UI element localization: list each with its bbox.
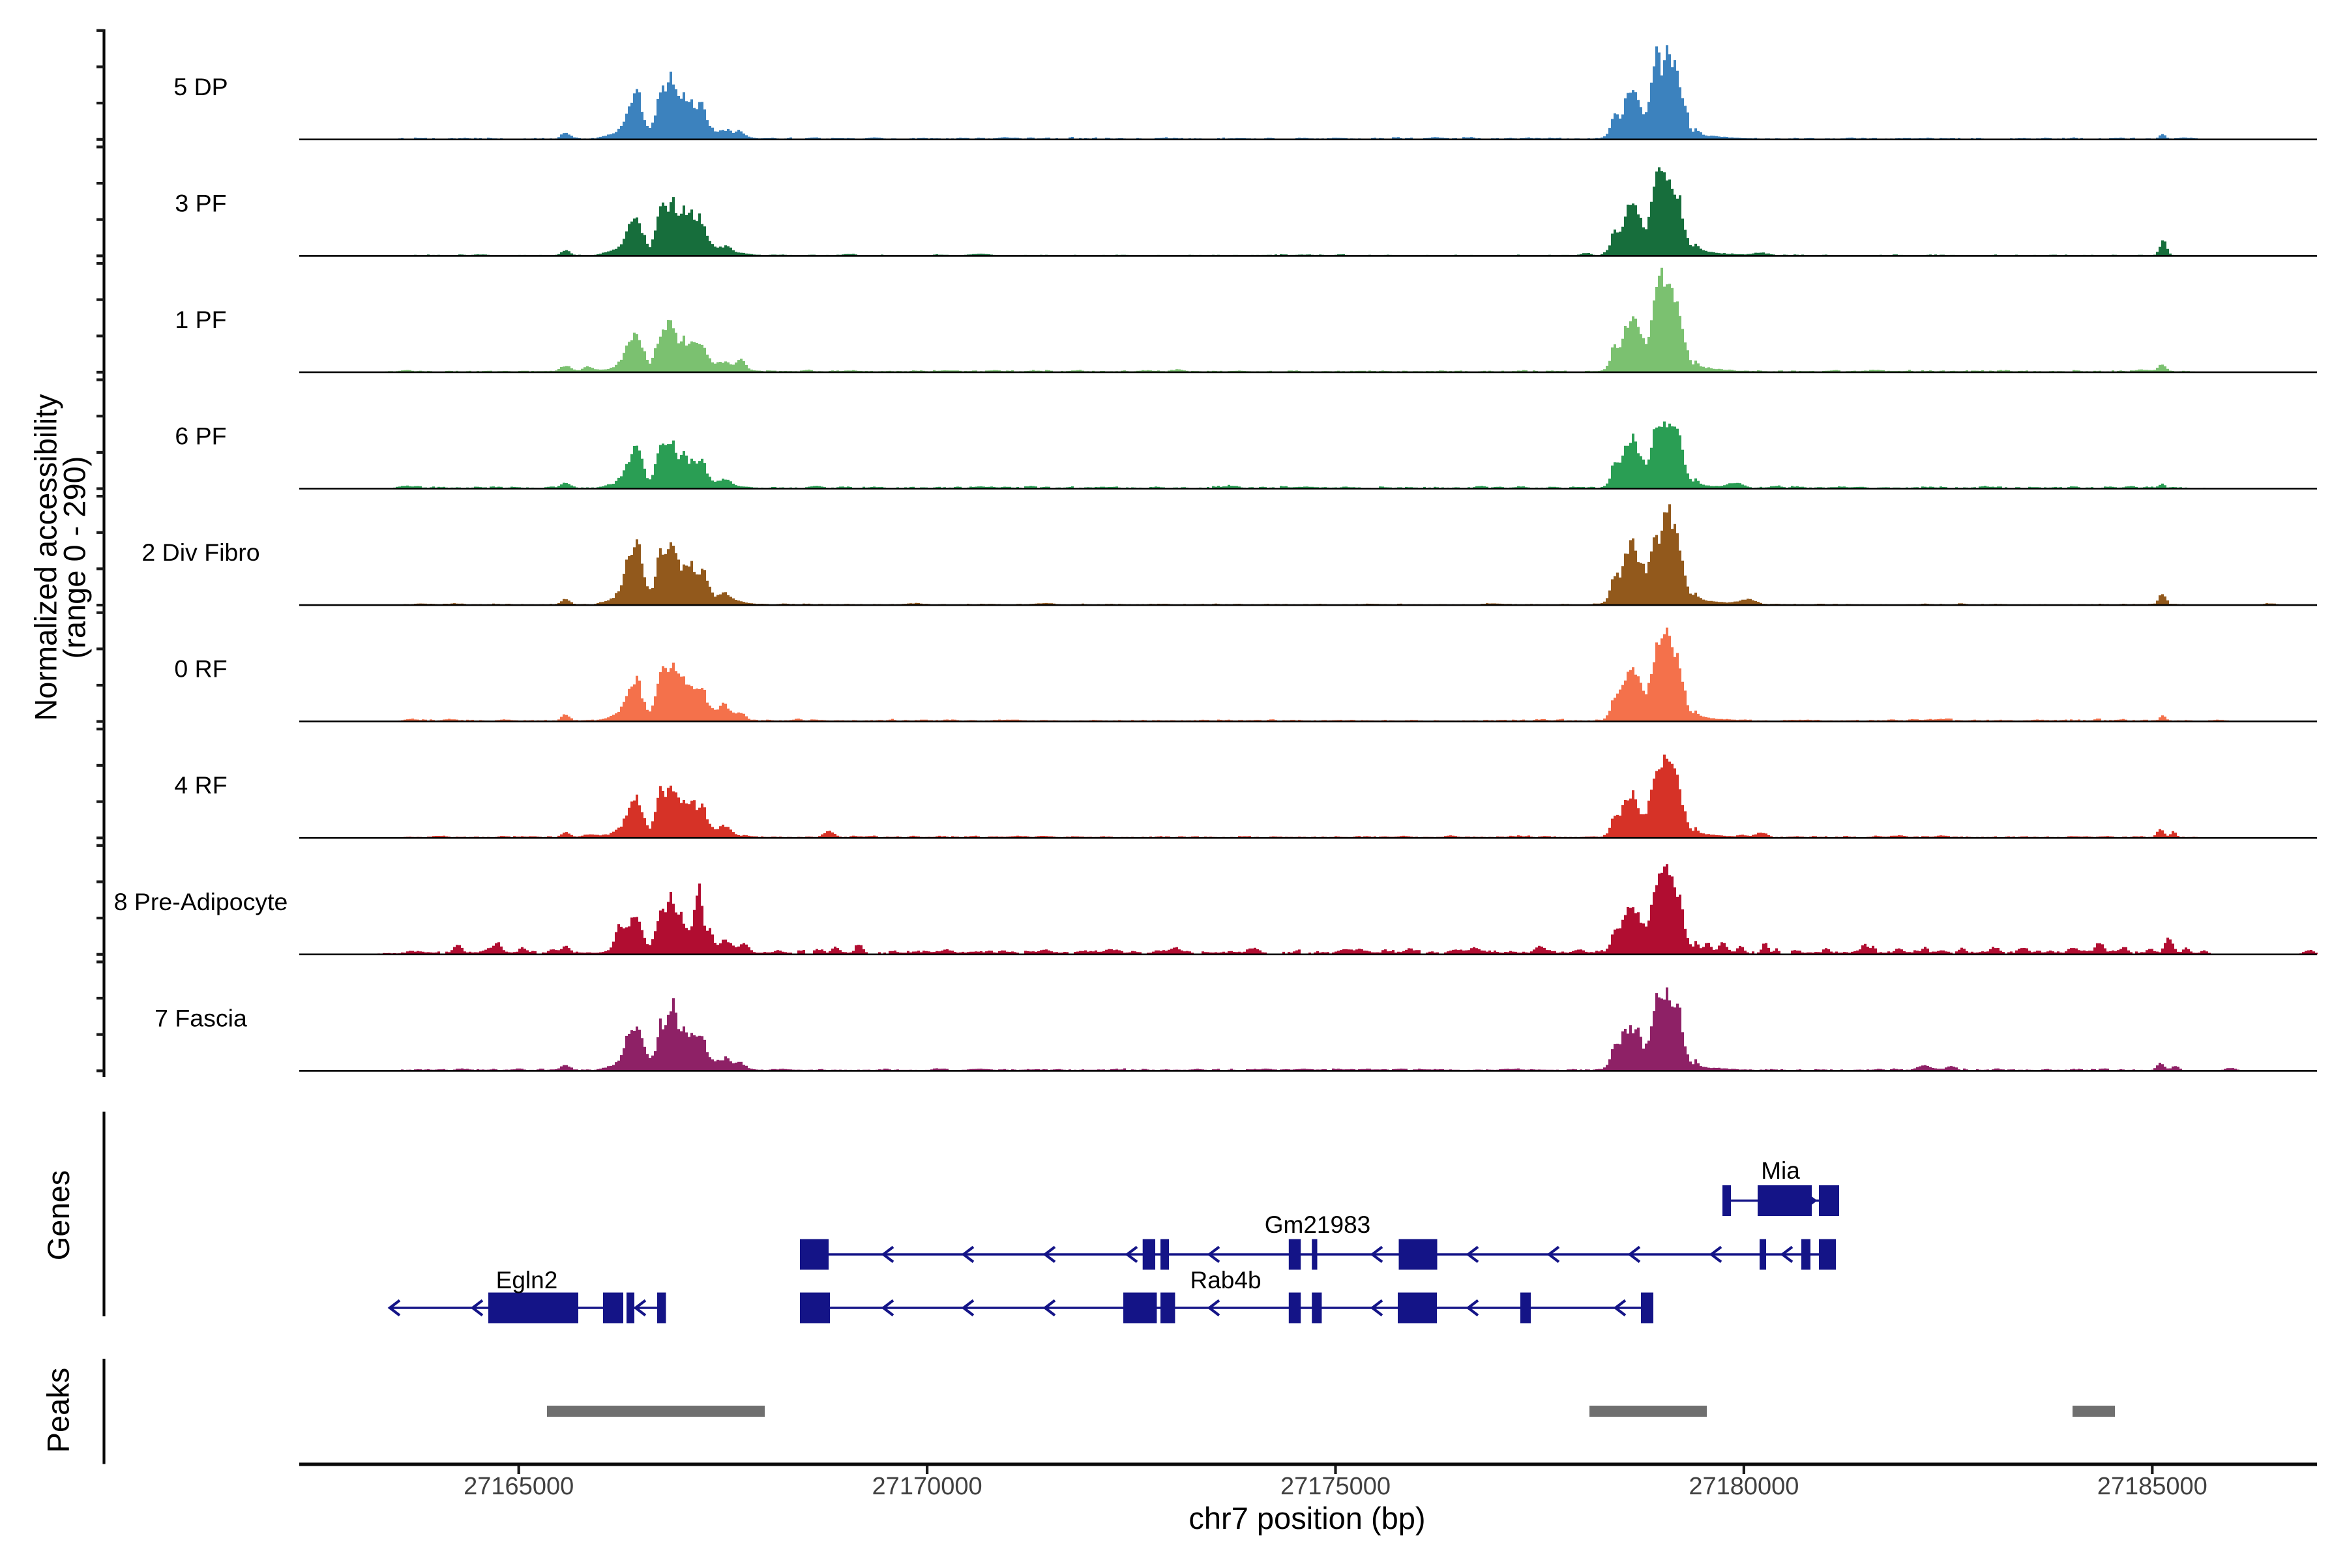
svg-text:Normalized accessibility: Normalized accessibility	[29, 394, 63, 721]
svg-text:3 PF: 3 PF	[175, 189, 226, 216]
svg-text:1 PF: 1 PF	[175, 306, 226, 333]
svg-text:27165000: 27165000	[464, 1473, 574, 1500]
svg-text:27180000: 27180000	[1689, 1473, 1799, 1500]
svg-text:Mia: Mia	[1761, 1157, 1800, 1184]
svg-text:chr7 position (bp): chr7 position (bp)	[1188, 1501, 1425, 1535]
svg-text:27185000: 27185000	[2097, 1473, 2207, 1500]
svg-text:27175000: 27175000	[1280, 1473, 1391, 1500]
svg-text:Egln2: Egln2	[496, 1267, 558, 1294]
svg-text:7 Fascia: 7 Fascia	[155, 1004, 247, 1031]
svg-text:5 DP: 5 DP	[173, 73, 228, 100]
svg-text:Peaks: Peaks	[41, 1368, 76, 1453]
svg-text:8 Pre-Adipocyte: 8 Pre-Adipocyte	[114, 888, 288, 915]
svg-text:6 PF: 6 PF	[175, 422, 226, 450]
svg-text:Gm21983: Gm21983	[1265, 1211, 1371, 1238]
svg-text:(range 0 - 290): (range 0 - 290)	[57, 456, 92, 659]
svg-text:0 RF: 0 RF	[174, 655, 227, 683]
svg-text:Rab4b: Rab4b	[1190, 1267, 1261, 1294]
svg-text:4 RF: 4 RF	[174, 771, 227, 799]
svg-text:Genes: Genes	[41, 1170, 76, 1260]
svg-text:27170000: 27170000	[872, 1473, 982, 1500]
svg-text:2 Div Fibro: 2 Div Fibro	[141, 539, 259, 566]
